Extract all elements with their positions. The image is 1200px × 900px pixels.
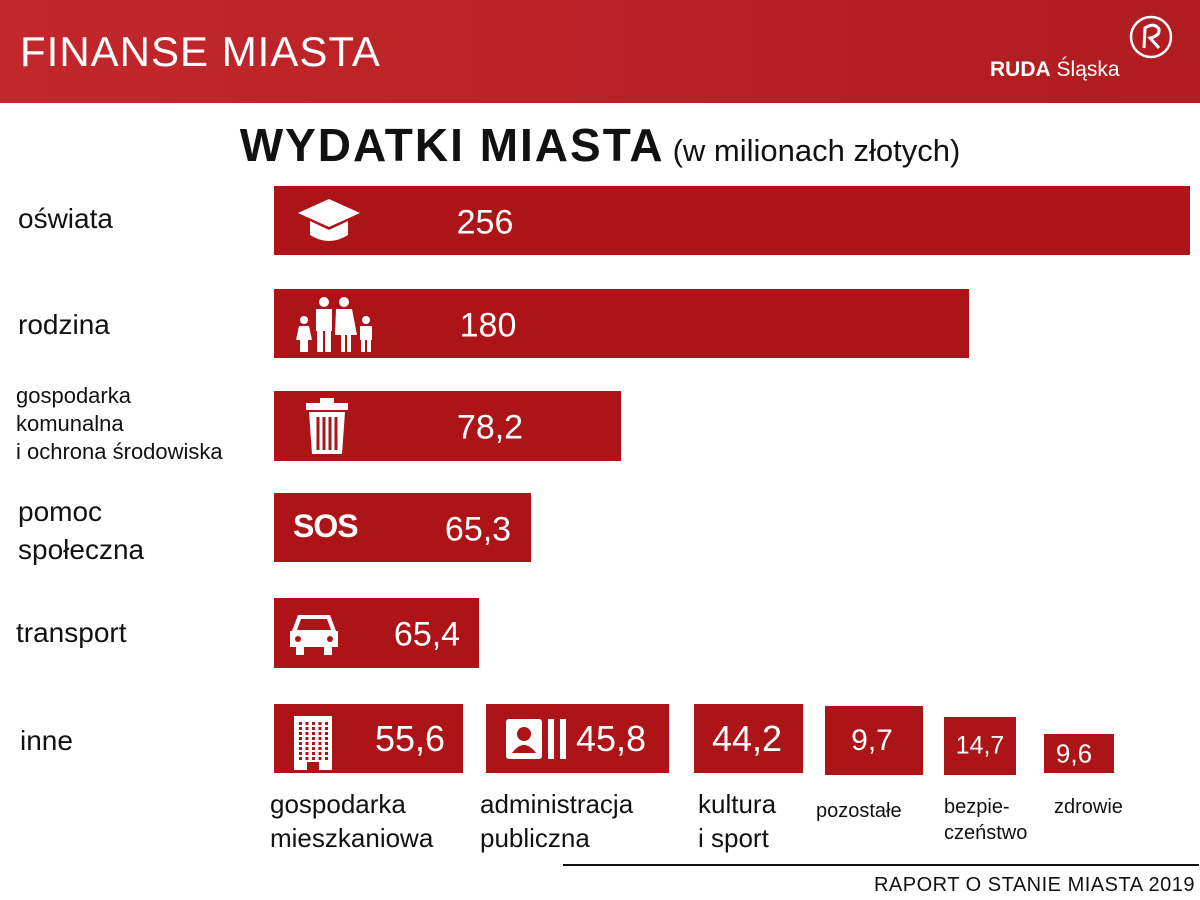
category-label: gospodarka mieszkaniowa	[270, 788, 433, 856]
label-line: oświata	[18, 203, 113, 234]
id-card-icon	[506, 719, 572, 764]
graduation-cap-icon	[296, 197, 362, 252]
header-title: FINANSE MIASTA	[20, 28, 381, 75]
category-label: kultura i sport	[698, 788, 776, 856]
category-label: oświata	[18, 200, 113, 238]
category-label: bezpie-czeństwo	[944, 794, 1027, 846]
category-label: transport	[16, 614, 127, 652]
footer-rule	[563, 864, 1199, 866]
label-line: zdrowie	[1054, 796, 1123, 818]
label-line: administracja	[480, 789, 634, 819]
category-label: pozostałe	[816, 798, 902, 824]
bar-0	[274, 186, 1190, 255]
value-label: 9,6	[1055, 738, 1093, 768]
label-line: czeństwo	[944, 822, 1028, 844]
label-line: i sport	[698, 822, 769, 853]
logo-text: RUDA Śląska	[990, 58, 1120, 82]
header-banner: FINANSE MIASTA RUDA Śląska	[0, 0, 1200, 103]
label-line: transport	[16, 617, 127, 648]
logo-bold: RUDA	[990, 58, 1051, 81]
footer-text: RAPORT O STANIE MIASTA 2019	[873, 874, 1195, 896]
family-icon	[296, 296, 376, 357]
ruda-slaska-logo-icon	[1129, 15, 1173, 59]
sos-icon: SOS	[293, 508, 359, 544]
chart-title: WYDATKI MIASTA (w milionach złotych)	[0, 118, 1200, 172]
value-label: 78,2	[456, 408, 524, 447]
value-label: 65,4	[393, 615, 461, 654]
label-line: gospodarka	[16, 383, 131, 408]
value-label: 44,2	[711, 717, 783, 759]
label-line: kultura	[698, 789, 777, 819]
title-main: WYDATKI MIASTA	[239, 119, 665, 171]
category-label: gospodarka komunalna i ochrona środowiska	[16, 382, 223, 466]
value-label: 14,7	[955, 731, 1005, 760]
category-label: zdrowie	[1054, 794, 1123, 820]
label-line: pozostałe	[816, 800, 902, 822]
label-line: rodzina	[18, 309, 110, 340]
other-bar-4	[944, 717, 1016, 775]
title-unit: (w milionach złotych)	[672, 133, 961, 168]
value-label: 55,6	[374, 717, 446, 759]
other-bar-5	[1044, 734, 1114, 773]
label-line: i ochrona środowiska	[16, 439, 223, 464]
trash-bin-icon	[304, 398, 350, 459]
category-label: pomoc społeczna	[18, 493, 144, 569]
label-line: gospodarka	[270, 789, 406, 819]
label-line: mieszkaniowa	[270, 822, 434, 853]
building-icon	[292, 712, 334, 775]
label-line: publiczna	[480, 822, 590, 853]
label-line: pomoc	[18, 496, 103, 527]
value-label: 256	[456, 203, 514, 241]
label-line: bezpie-	[944, 796, 1010, 818]
value-label: 9,7	[851, 723, 893, 757]
label-line: komunalna	[16, 411, 124, 436]
bar-3	[274, 493, 531, 562]
value-label: 65,3	[444, 510, 512, 548]
logo-regular: Śląska	[1056, 58, 1120, 81]
other-bar-3	[825, 706, 923, 775]
label-line: społeczna	[18, 534, 145, 565]
category-label-inne: inne	[20, 725, 73, 756]
value-label: 180	[459, 306, 517, 344]
bar-1	[274, 289, 969, 358]
category-label: rodzina	[18, 306, 110, 344]
other-bar-2	[694, 704, 803, 773]
value-label: 45,8	[575, 717, 647, 759]
car-icon	[288, 611, 340, 660]
category-label: administracja publiczna	[480, 788, 633, 856]
